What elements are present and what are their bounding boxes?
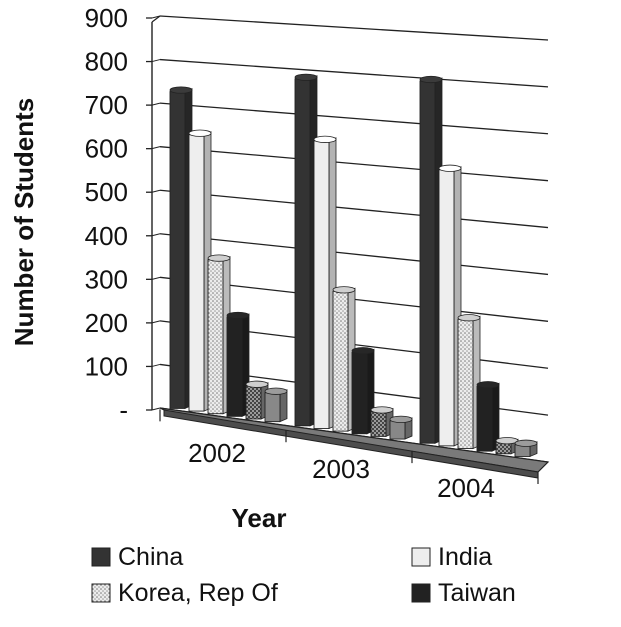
gridline — [159, 102, 549, 135]
legend-item-korea-rep-of: Korea, Rep Of — [91, 579, 278, 607]
bar-front — [332, 290, 349, 432]
gridline-connector — [151, 407, 161, 411]
bar-front — [264, 392, 281, 423]
gridline — [159, 233, 549, 276]
gridline — [159, 15, 549, 41]
bar-top — [264, 387, 288, 395]
bar-front — [226, 316, 243, 417]
legend-swatch — [411, 547, 431, 567]
bars — [169, 73, 538, 458]
bar-top — [438, 164, 462, 172]
bar-series-6-2004 — [514, 439, 538, 458]
bar-front — [419, 80, 436, 444]
bar-front — [389, 420, 406, 440]
legend-label: India — [438, 543, 492, 571]
bar-series-6-2003 — [389, 415, 413, 440]
bar-top — [313, 135, 337, 143]
bar-front — [457, 318, 474, 449]
bar-front — [294, 78, 311, 427]
bar-taiwan-2004 — [476, 381, 500, 452]
bar-front — [169, 91, 186, 409]
bar-top — [226, 311, 250, 320]
bar-series-6-2002 — [264, 387, 288, 423]
bar-front — [313, 140, 330, 429]
gridline-connector — [151, 146, 161, 150]
bar-top — [389, 415, 413, 423]
y-tick-label: 800 — [85, 47, 128, 77]
legend-swatch — [411, 583, 431, 603]
bar-top — [457, 314, 481, 322]
wall-top-edge — [151, 15, 161, 23]
y-tick-label: 700 — [85, 90, 128, 120]
y-tick-label: 900 — [85, 3, 128, 33]
gridline-connector — [151, 320, 161, 324]
bar-top — [332, 286, 356, 294]
bar-top — [419, 75, 443, 84]
y-axis-ticks: - 100 200 300 400 500 600 700 800 900 — [85, 3, 128, 425]
y-tick-label: 600 — [85, 134, 128, 164]
x-category-label: 2002 — [188, 438, 246, 468]
legend-item-india: India — [411, 543, 492, 571]
gridline — [159, 58, 549, 88]
gridline-connector — [151, 233, 161, 237]
bar-front — [370, 410, 387, 437]
bar-top — [370, 406, 394, 414]
legend-item-taiwan: Taiwan — [411, 579, 516, 607]
legend-label: China — [118, 543, 183, 571]
gridline-connector — [151, 59, 161, 63]
bar-front — [245, 385, 262, 420]
bar-top — [207, 254, 231, 262]
x-category-label: 2004 — [437, 473, 495, 503]
bar-top — [169, 86, 193, 94]
y-tick-label: - — [119, 395, 128, 425]
bar-front — [207, 259, 224, 415]
legend-label: Taiwan — [438, 579, 516, 607]
x-category-label: 2003 — [312, 454, 370, 484]
gridline — [159, 146, 549, 182]
bar-top — [351, 347, 375, 355]
gridline-connector — [151, 102, 161, 106]
y-tick-label: 300 — [85, 264, 128, 294]
bar-top — [476, 381, 500, 389]
y-tick-label: 100 — [85, 351, 128, 381]
bar-front — [351, 351, 368, 435]
gridline — [159, 189, 549, 229]
bar-top — [294, 73, 318, 81]
bar-top — [514, 439, 538, 447]
gridline-connector — [151, 276, 161, 280]
gridline-connector — [151, 363, 161, 367]
y-tick-label: 200 — [85, 308, 128, 338]
legend-swatch — [91, 547, 111, 567]
bar-front — [438, 169, 455, 447]
bar-top — [245, 380, 269, 388]
legend-swatch — [91, 583, 111, 603]
x-axis-title: Year — [232, 503, 287, 533]
y-tick-label: 500 — [85, 177, 128, 207]
plot-floor — [159, 407, 550, 484]
legend-label: Korea, Rep Of — [118, 579, 278, 607]
bar-front — [188, 134, 205, 412]
gridline-connector — [151, 15, 161, 19]
legend: China India Korea, Rep Of Taiwan — [91, 543, 516, 607]
legend-item-china: China — [91, 543, 183, 571]
gridline-connector — [151, 189, 161, 193]
bar-top — [188, 129, 212, 137]
bar-side — [279, 389, 288, 423]
y-axis-title: Number of Students — [9, 98, 39, 346]
y-tick-label: 400 — [85, 221, 128, 251]
bar-front — [476, 385, 493, 452]
x-axis-categories: 2002 2003 2004 — [188, 438, 495, 503]
